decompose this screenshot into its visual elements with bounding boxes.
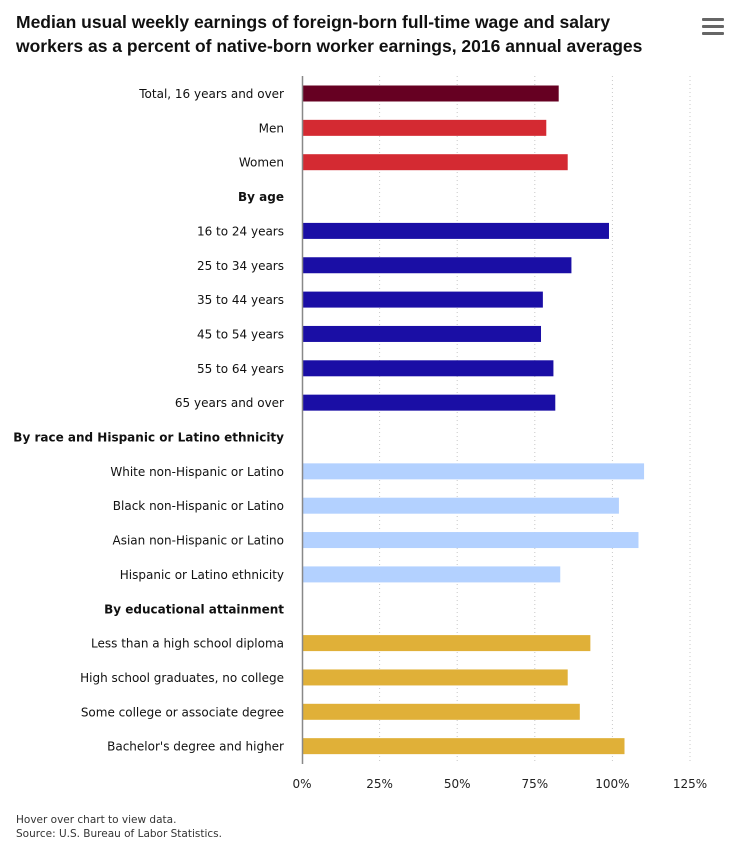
bar[interactable] [302, 222, 609, 239]
category-label: 16 to 24 years [197, 224, 284, 238]
category-label: 25 to 34 years [197, 259, 284, 273]
group-header-label: By age [238, 190, 284, 204]
bar[interactable] [302, 463, 645, 480]
category-label: Less than a high school diploma [91, 637, 284, 651]
category-label: Bachelor's degree and higher [107, 740, 284, 754]
category-label: Black non-Hispanic or Latino [113, 499, 284, 513]
bar[interactable] [302, 154, 568, 171]
chart-title-line-2: workers as a percent of native-born work… [16, 36, 643, 56]
chart-title: Median usual weekly earnings of foreign-… [16, 10, 676, 58]
x-tick-label: 75% [521, 777, 548, 791]
x-tick-label: 0% [292, 777, 311, 791]
bar[interactable] [302, 257, 572, 274]
group-header-label: By race and Hispanic or Latino ethnicity [13, 431, 284, 445]
category-label: High school graduates, no college [80, 671, 284, 685]
category-label: Total, 16 years and over [138, 87, 284, 101]
bar[interactable] [302, 635, 591, 652]
category-label: 45 to 54 years [197, 327, 284, 341]
bar[interactable] [302, 360, 554, 377]
category-label: White non-Hispanic or Latino [110, 465, 284, 479]
bar[interactable] [302, 669, 568, 686]
x-tick-label: 50% [444, 777, 471, 791]
hamburger-menu-icon[interactable] [702, 18, 724, 36]
category-label: Men [259, 121, 284, 135]
chart-title-line-1: Median usual weekly earnings of foreign-… [16, 12, 611, 32]
category-label: Asian non-Hispanic or Latino [113, 534, 285, 548]
category-label: 35 to 44 years [197, 293, 284, 307]
bar[interactable] [302, 85, 559, 102]
bar[interactable] [302, 532, 639, 549]
chart-footer: Hover over chart to view data. Source: U… [16, 813, 222, 841]
category-label: Women [239, 156, 284, 170]
hover-note: Hover over chart to view data. [16, 814, 177, 826]
bar[interactable] [302, 119, 547, 136]
category-label: 55 to 64 years [197, 362, 284, 376]
bar[interactable] [302, 394, 556, 411]
bar[interactable] [302, 738, 625, 755]
bar[interactable] [302, 497, 619, 514]
bar[interactable] [302, 325, 542, 342]
category-label: Hispanic or Latino ethnicity [120, 568, 284, 582]
group-header-label: By educational attainment [104, 602, 284, 616]
bar[interactable] [302, 703, 580, 720]
category-label: Some college or associate degree [81, 705, 284, 719]
bar[interactable] [302, 566, 561, 583]
source-note: Source: U.S. Bureau of Labor Statistics. [16, 828, 222, 840]
bar[interactable] [302, 291, 543, 308]
category-label: 65 years and over [175, 396, 284, 410]
x-tick-label: 25% [366, 777, 393, 791]
x-tick-label: 125% [673, 777, 707, 791]
x-tick-label: 100% [595, 777, 629, 791]
